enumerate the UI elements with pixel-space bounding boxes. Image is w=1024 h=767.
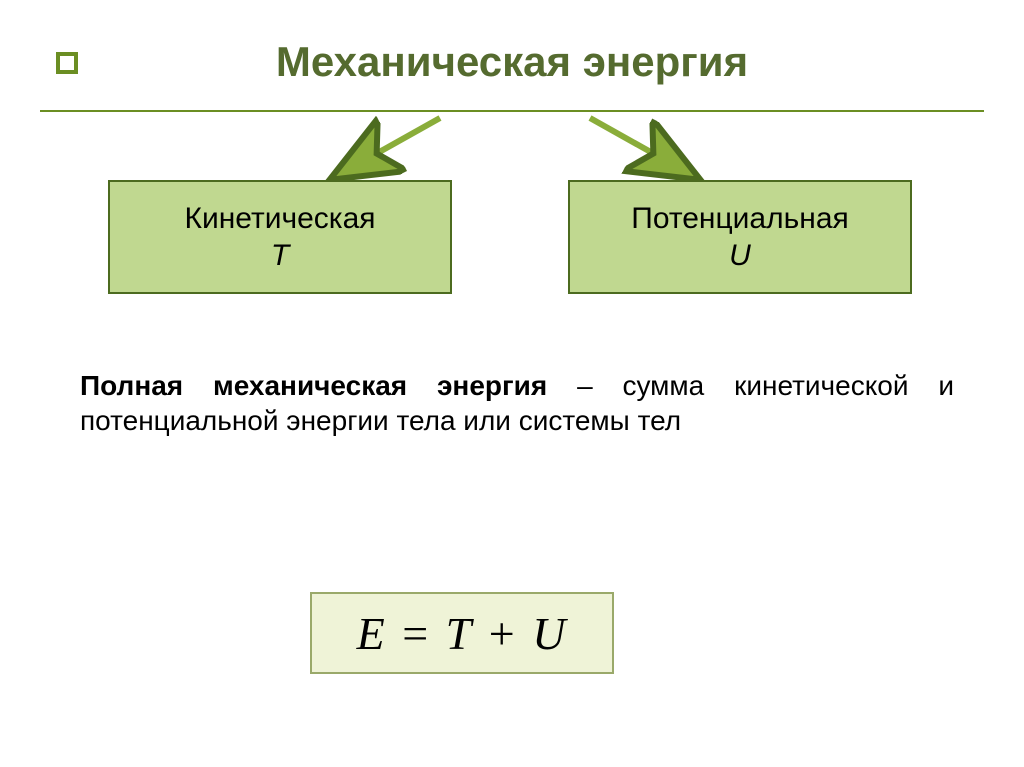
formula-lhs: E <box>357 608 387 659</box>
kinetic-symbol: T <box>271 237 289 275</box>
kinetic-box: Кинетическая T <box>108 180 452 294</box>
kinetic-label: Кинетическая <box>184 200 375 238</box>
formula-rhs2: U <box>532 608 567 659</box>
potential-label: Потенциальная <box>631 200 849 238</box>
definition-text: Полная механическая энергия – сумма кине… <box>80 368 954 438</box>
potential-symbol: U <box>729 237 751 275</box>
formula-box: E = T + U <box>310 592 614 674</box>
formula: E = T + U <box>357 607 568 660</box>
definition-highlight: Полная механическая энергия <box>80 370 547 401</box>
title-underline <box>40 110 984 112</box>
formula-rhs1: T <box>446 608 474 659</box>
potential-box: Потенциальная U <box>568 180 912 294</box>
slide-title: Механическая энергия <box>0 38 1024 86</box>
